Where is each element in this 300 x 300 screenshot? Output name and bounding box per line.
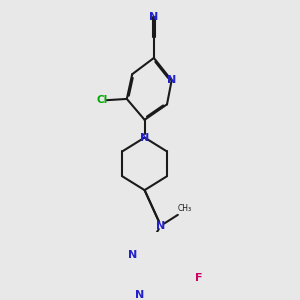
Text: N: N bbox=[128, 250, 138, 260]
Text: N: N bbox=[156, 221, 165, 231]
Text: N: N bbox=[140, 133, 149, 142]
Text: N: N bbox=[167, 75, 176, 85]
Text: F: F bbox=[195, 273, 202, 283]
Text: N: N bbox=[135, 290, 144, 300]
Text: N: N bbox=[149, 12, 158, 22]
Text: CH₃: CH₃ bbox=[178, 204, 192, 213]
Text: Cl: Cl bbox=[97, 95, 108, 106]
